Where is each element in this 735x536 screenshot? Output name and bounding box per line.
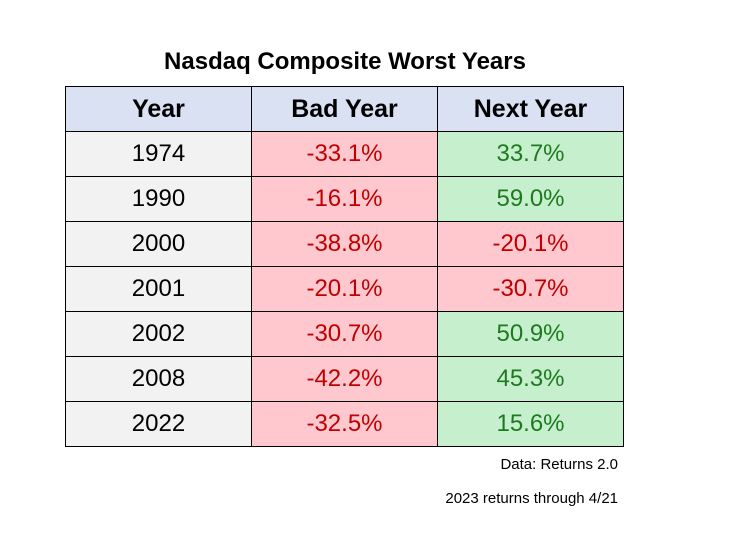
next-year-return-cell: -20.1% [437, 221, 624, 267]
bad-year-return-cell: -38.8% [251, 221, 438, 267]
bad-year-return-cell: -33.1% [251, 131, 438, 177]
header-row: Year Bad Year Next Year [65, 86, 624, 132]
table-title: Nasdaq Composite Worst Years [164, 48, 526, 75]
table-row: 2000 -38.8% -20.1% [65, 221, 624, 267]
next-year-return-cell: 59.0% [437, 176, 624, 222]
year-cell: 2022 [65, 401, 252, 447]
year-cell: 2008 [65, 356, 252, 402]
next-year-return-cell: 50.9% [437, 311, 624, 357]
table-row: 2001 -20.1% -30.7% [65, 266, 624, 312]
next-year-return-cell: 45.3% [437, 356, 624, 402]
column-header-bad-year: Bad Year [251, 86, 438, 132]
bad-year-return-cell: -30.7% [251, 311, 438, 357]
table-row: 1974 -33.1% 33.7% [65, 131, 624, 177]
returns-date-note: 2023 returns through 4/21 [445, 490, 618, 507]
year-cell: 2000 [65, 221, 252, 267]
bad-year-return-cell: -20.1% [251, 266, 438, 312]
year-cell: 1974 [65, 131, 252, 177]
bad-year-return-cell: -32.5% [251, 401, 438, 447]
year-cell: 1990 [65, 176, 252, 222]
worst-years-table: Year Bad Year Next Year 1974 -33.1% 33.7% 1… [65, 86, 624, 447]
column-header-next-year: Next Year [437, 86, 624, 132]
table-row: 2022 -32.5% 15.6% [65, 401, 624, 447]
column-header-year: Year [65, 86, 252, 132]
table-row: 2002 -30.7% 50.9% [65, 311, 624, 357]
year-cell: 2002 [65, 311, 252, 357]
next-year-return-cell: -30.7% [437, 266, 624, 312]
table-row: 2008 -42.2% 45.3% [65, 356, 624, 402]
table-row: 1990 -16.1% 59.0% [65, 176, 624, 222]
data-source-note: Data: Returns 2.0 [500, 456, 618, 473]
table-body: 1974 -33.1% 33.7% 1990 -16.1% 59.0% 2000 -38.8%… [65, 131, 624, 447]
bad-year-return-cell: -16.1% [251, 176, 438, 222]
bad-year-return-cell: -42.2% [251, 356, 438, 402]
next-year-return-cell: 15.6% [437, 401, 624, 447]
year-cell: 2001 [65, 266, 252, 312]
next-year-return-cell: 33.7% [437, 131, 624, 177]
